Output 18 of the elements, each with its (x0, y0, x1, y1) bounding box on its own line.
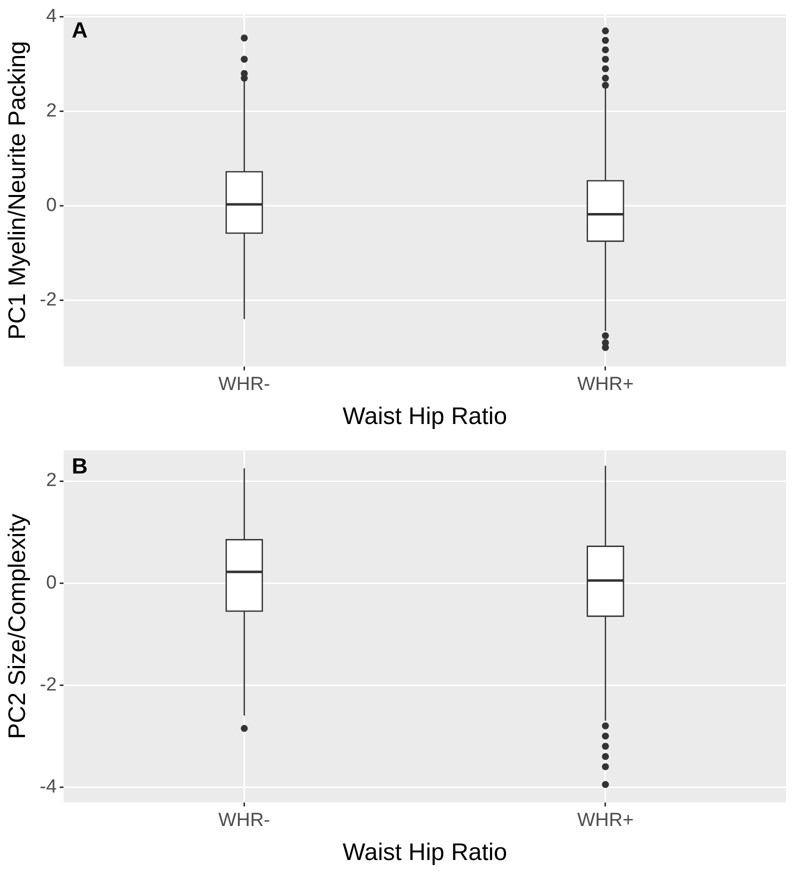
y-tick-label: 4 (46, 6, 58, 27)
annotation: A (72, 17, 88, 42)
y-axis-title: PC2 Size/Complexity (4, 514, 32, 740)
x-axis-title: Waist Hip Ratio (342, 839, 508, 866)
y-tick-label: 2 (46, 100, 57, 122)
annotation: B (72, 453, 88, 478)
y-axis-title: PC1 Myelin/Neurite Packing (4, 41, 32, 340)
x-axis-title: Waist Hip Ratio (342, 403, 508, 430)
y-tick-label: -4 (40, 776, 58, 798)
x-tick-label: WHR+ (577, 810, 634, 832)
y-tick-label: -2 (40, 674, 57, 696)
x-tick-label: WHR+ (577, 374, 634, 396)
y-tick-label: -2 (40, 289, 57, 310)
y-tick-label: 0 (46, 572, 57, 594)
y-tick-label: 0 (46, 194, 57, 216)
x-tick-label: WHR- (218, 810, 270, 832)
x-tick-label: WHR- (218, 374, 270, 396)
y-tick-label: 2 (46, 470, 57, 492)
